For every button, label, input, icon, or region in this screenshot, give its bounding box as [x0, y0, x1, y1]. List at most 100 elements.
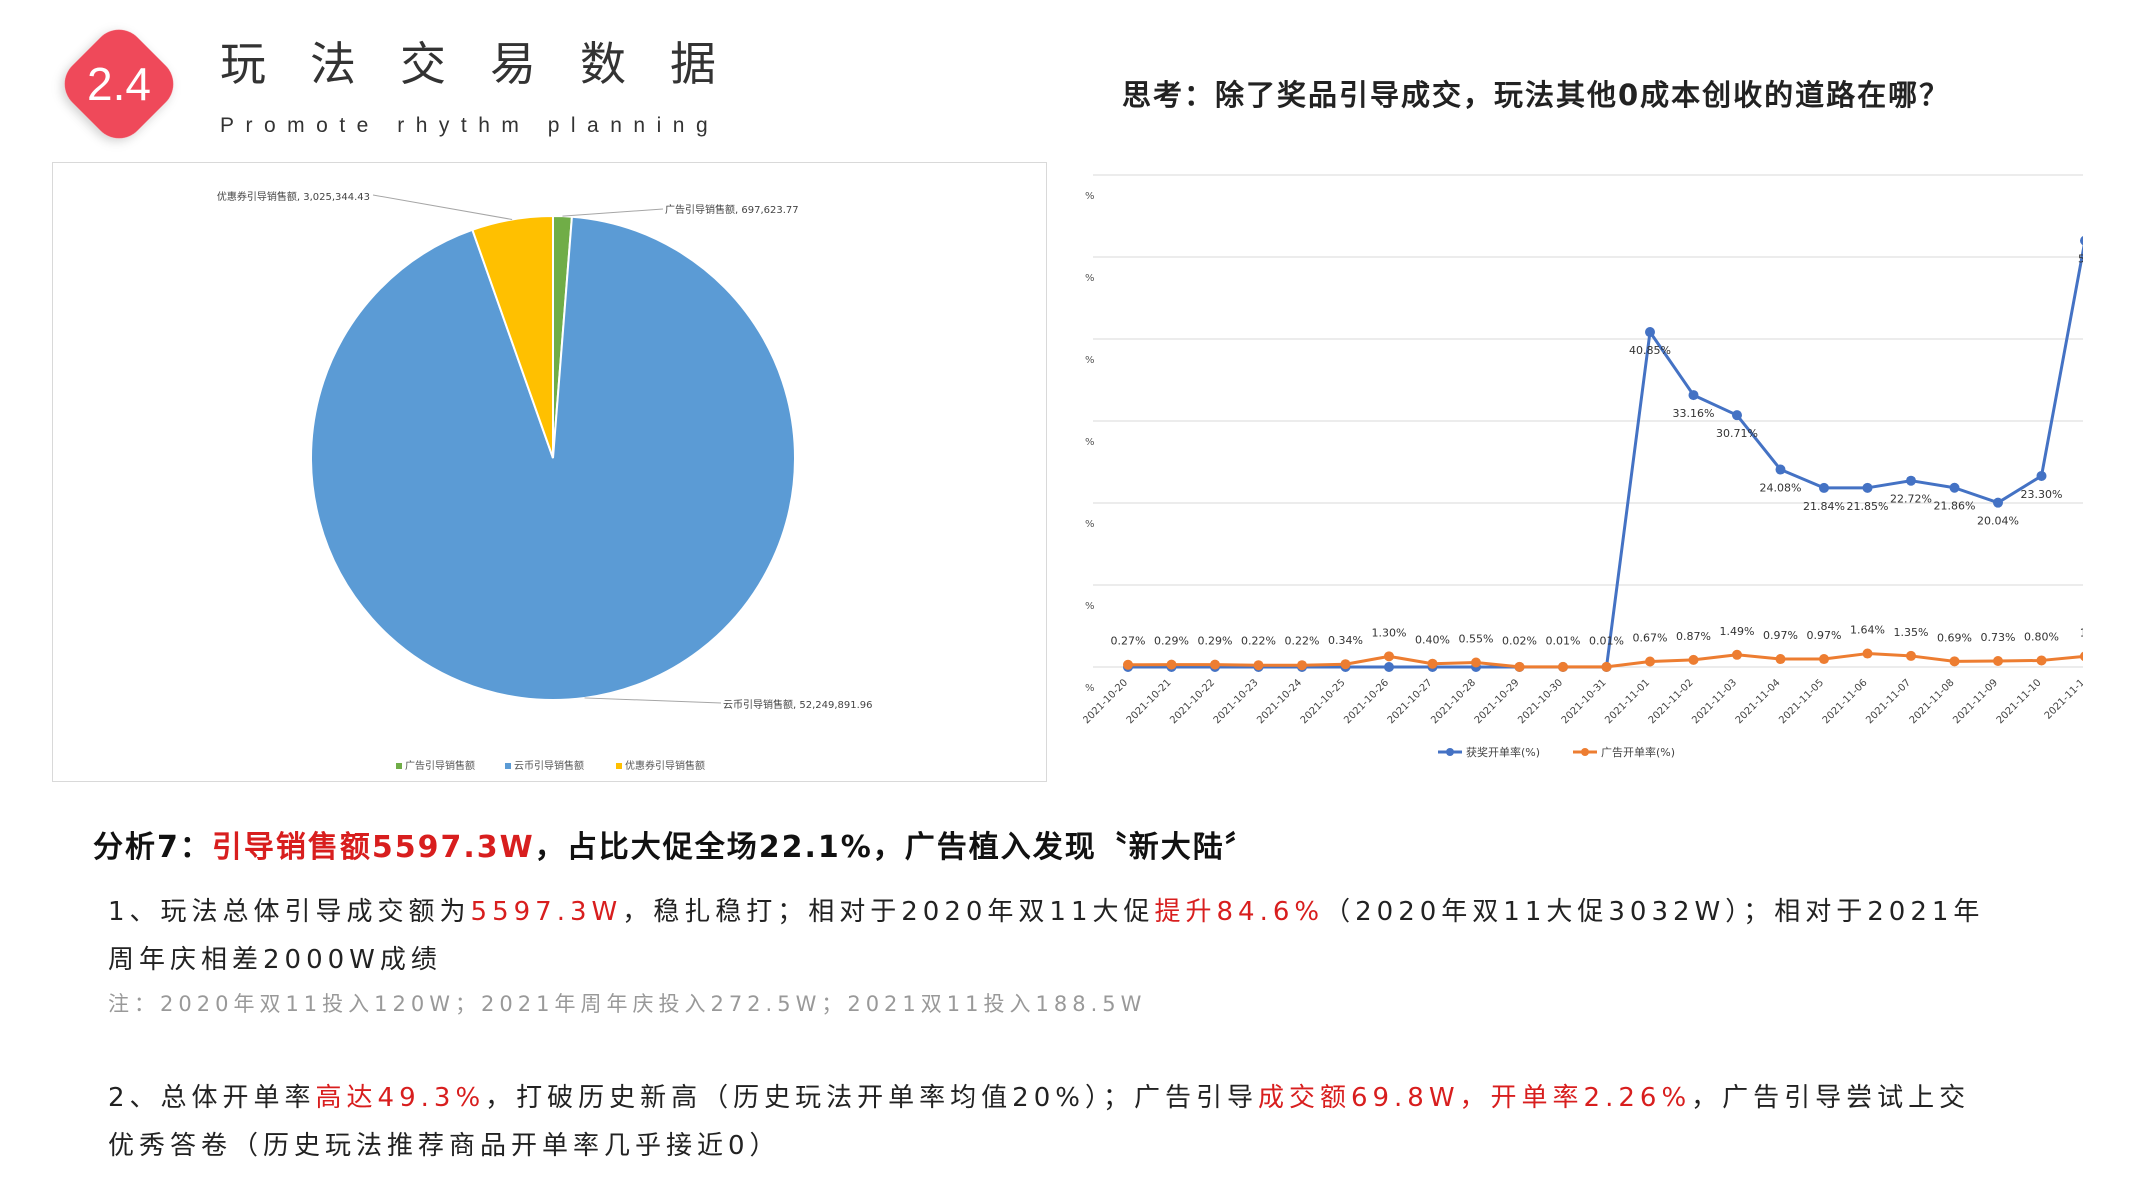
- line-point-1: [1427, 658, 1438, 669]
- investment-note: 注：2020年双11投入120W；2021年周年庆投入272.5W；2021双1…: [108, 992, 1147, 1016]
- line-x-tick-label: 2021-10-27: [1386, 677, 1435, 726]
- line-point-0: [1645, 327, 1655, 338]
- pie-legend-swatch-0: [396, 763, 402, 769]
- line-point-1: [1210, 659, 1220, 670]
- badge-diamond-shape: [64, 29, 174, 139]
- point-2-text-b: ，打破历史新高（历史玩法开单率均值20%）；广告引导: [485, 1083, 1258, 1113]
- line-x-tick-label: 2021-11-06: [1821, 677, 1870, 726]
- line-data-label-1: 0.73%: [1981, 631, 2016, 644]
- line-data-label-1: 0.22%: [1285, 635, 1320, 648]
- line-x-tick-label: 2021-11-07: [1864, 677, 1913, 726]
- line-data-label-0: 23.30%: [2021, 488, 2063, 501]
- line-data-label-0: 33.16%: [1673, 407, 1715, 420]
- line-x-tick-label: 2021-11-04: [1734, 677, 1783, 726]
- analysis-point-2: 2、总体开单率高达49.3%，打破历史新高（历史玩法开单率均值20%）；广告引导…: [108, 1074, 1988, 1170]
- line-legend-label-0: 获奖开单率(%): [1466, 745, 1540, 759]
- line-point-0: [1775, 464, 1786, 475]
- point-1-highlight-b: 提升84.6%: [1154, 897, 1325, 927]
- line-legend-marker-0: [1446, 748, 1454, 756]
- line-series-0: [1128, 240, 2087, 669]
- line-legend-label-1: 广告开单率(%): [1601, 745, 1675, 759]
- line-data-label-1: 1.30%: [1372, 626, 1407, 639]
- line-point-1: [1558, 661, 1568, 672]
- badge-number: 2.4: [87, 58, 151, 110]
- point-1-highlight-a: 5597.3W: [470, 897, 623, 927]
- line-point-1: [1601, 661, 1612, 672]
- pie-legend-swatch-2: [616, 763, 622, 769]
- pie-data-label-1: 云币引导销售额, 52,249,891.96: [723, 698, 873, 711]
- pie-legend-swatch-1: [505, 763, 511, 769]
- pie-leader-line-0: [562, 208, 664, 217]
- pie-legend-label-2: 优惠券引导销售额: [625, 759, 705, 772]
- line-x-tick-label: 2021-11-02: [1647, 677, 1696, 726]
- line-data-label-1: 0.97%: [1763, 629, 1798, 642]
- line-point-1: [1471, 657, 1481, 668]
- line-data-label-0: 21.86%: [1934, 500, 1976, 513]
- point-2-highlight-b: 成交额69.8W，开单率2.26%: [1257, 1083, 1692, 1113]
- line-legend-marker-1: [1581, 748, 1589, 756]
- question-heading: 思考：除了奖品引导成交，玩法其他0成本创收的道路在哪？: [1122, 78, 1951, 112]
- point-2-text-c: ，广告引导尝试上交优秀答卷（历史玩法推荐商品开单率几乎接近0）: [108, 1083, 1971, 1161]
- pie-legend-label-0: 广告引导销售额: [405, 759, 475, 772]
- line-point-1: [1645, 656, 1655, 667]
- pie-slice-2: [471, 214, 554, 459]
- analysis-heading: 分析7：引导销售额5597.3W，占比大促全场22.1%，广告植入发现〝新大陆〞: [93, 822, 1257, 866]
- line-x-tick-label: 2021-10-26: [1342, 677, 1391, 726]
- line-data-label-1: 0.67%: [1633, 632, 1668, 645]
- line-data-label-1: 1.64%: [1850, 624, 1885, 637]
- page-title: 玩法交易数据: [220, 37, 760, 91]
- line-point-0: [1993, 497, 2003, 508]
- line-point-0: [1906, 475, 1916, 486]
- line-point-1: [1732, 649, 1742, 660]
- line-data-label-0: 52: [2078, 253, 2083, 266]
- line-point-1: [1862, 648, 1873, 659]
- pie-legend-label-1: 云币引导销售额: [514, 759, 584, 772]
- line-x-tick-label: 2021-10-23: [1212, 677, 1261, 726]
- line-y-tick-label: %: [1085, 683, 1095, 694]
- line-point-1: [1297, 660, 1307, 671]
- line-x-tick-label: 2021-11-08: [1908, 677, 1957, 726]
- analysis-prefix: 分析7：: [93, 830, 212, 865]
- line-point-1: [1340, 659, 1351, 670]
- pie-leader-line-1: [584, 697, 722, 704]
- line-data-label-1: 1.49%: [1720, 625, 1755, 638]
- line-data-label-1: 0.29%: [1198, 635, 1233, 648]
- line-point-1: [2036, 655, 2047, 666]
- line-data-label-1: 0.01%: [1546, 635, 1581, 648]
- line-data-label-1: 0.27%: [1111, 635, 1146, 648]
- line-point-0: [1819, 482, 1829, 493]
- line-point-1: [1949, 656, 1960, 667]
- pie-chart: 广告引导销售额, 697,623.77 云币引导销售额, 52,249,891.9…: [217, 190, 873, 772]
- line-y-tick-label: %: [1085, 191, 1095, 202]
- line-point-1: [1688, 654, 1699, 665]
- line-data-label-1: 0.29%: [1154, 635, 1189, 648]
- line-data-label-0: 24.08%: [1760, 482, 1802, 495]
- line-data-label-1: 0.22%: [1241, 635, 1276, 648]
- analysis-highlight: 引导销售额5597.3W: [211, 830, 535, 865]
- line-y-tick-label: %: [1085, 273, 1095, 284]
- line-data-label-1: 0.40%: [1415, 634, 1450, 647]
- line-data-label-1: 1.35%: [1894, 626, 1929, 639]
- line-data-label-0: 20.04%: [1977, 515, 2019, 528]
- line-point-1: [2080, 651, 2090, 662]
- line-x-tick-label: 2021-10-31: [1560, 677, 1609, 726]
- line-data-label-1: 0.69%: [1937, 631, 1972, 644]
- pie-chart-panel: 广告引导销售额, 697,623.77 云币引导销售额, 52,249,891.9…: [52, 162, 1047, 782]
- line-x-tick-label: 2021-11-05: [1777, 677, 1826, 726]
- line-point-1: [1819, 654, 1829, 665]
- point-1-text-c: （2020年双11大促3032W）；相对于2021年周年庆相差2000W成绩: [108, 897, 1985, 975]
- line-data-label-0: 40.85%: [1629, 344, 1671, 357]
- line-point-0: [2080, 235, 2090, 246]
- line-point-1: [1514, 661, 1525, 672]
- line-point-1: [1253, 660, 1264, 671]
- line-data-label-0: 22.72%: [1890, 493, 1932, 506]
- line-x-tick-label: 2021-10-28: [1429, 677, 1478, 726]
- line-data-label-1: 0.34%: [1328, 634, 1363, 647]
- line-point-1: [1166, 659, 1177, 670]
- line-y-tick-label: %: [1085, 601, 1095, 612]
- line-data-label-0: 21.84%: [1803, 500, 1845, 513]
- line-y-tick-label: %: [1085, 437, 1095, 448]
- line-data-label-0: 30.71%: [1716, 427, 1758, 440]
- analysis-point-1: 1、玩法总体引导成交额为5597.3W，稳扎稳打；相对于2020年双11大促提升…: [108, 888, 1988, 984]
- analysis-suffix: ，占比大促全场22.1%，广告植入发现〝新大陆〞: [534, 830, 1257, 865]
